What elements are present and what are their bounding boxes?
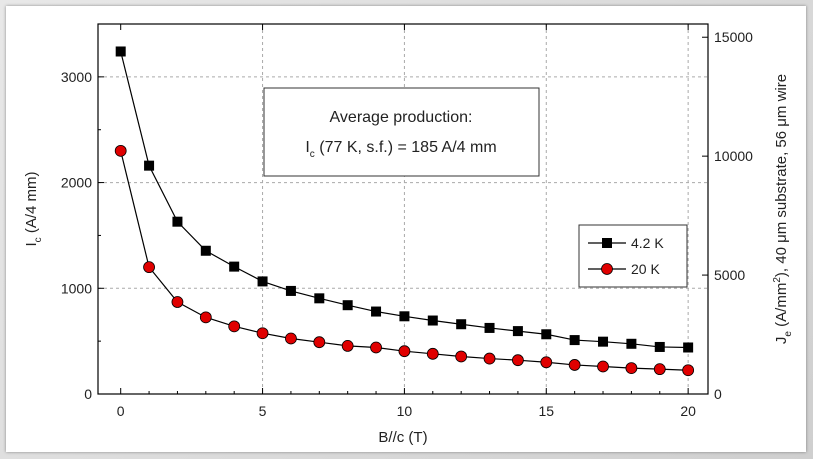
y-tick-label: 1000 (61, 280, 92, 296)
data-point-square (456, 319, 467, 330)
data-point-square (371, 306, 382, 317)
data-point-square (144, 160, 155, 171)
y2-tick-label: 15000 (714, 29, 753, 45)
data-point-square (484, 322, 495, 333)
chart-panel: 0 5 10 15 20 0 1000 2000 3000 0 5000 10000 15000 B//… (6, 6, 806, 452)
data-point-square (683, 342, 694, 353)
legend-marker-square (602, 238, 612, 248)
data-point-square (512, 326, 523, 337)
data-point-circle (455, 350, 468, 363)
legend-label-2: 20 K (631, 261, 660, 277)
data-point-circle (597, 360, 609, 373)
x-tick-label: 10 (397, 403, 413, 419)
data-point-circle (114, 144, 127, 157)
data-point-circle (199, 311, 212, 324)
x-tick-label: 5 (259, 403, 267, 419)
y2-tick-label: 0 (714, 386, 722, 402)
legend-marker-circle (601, 263, 613, 275)
axes (97, 23, 709, 395)
x-axis-title: B//c (T) (378, 429, 427, 446)
data-point-square (654, 341, 665, 352)
data-point-square (626, 338, 637, 349)
data-point-square (598, 336, 609, 347)
data-point-circle (370, 341, 382, 354)
y-tick-label: 2000 (61, 175, 92, 191)
y2-tick-label: 10000 (714, 148, 753, 164)
data-point-circle (143, 261, 155, 274)
data-point-circle (228, 320, 241, 333)
data-point-circle (313, 336, 326, 349)
annotation-box: Average production: Ic (77 K, s.f.) = 18… (263, 87, 540, 177)
data-point-square (172, 216, 183, 227)
x-tick-label: 20 (680, 403, 696, 419)
data-point-square (569, 335, 580, 346)
y-tick-label: 3000 (61, 69, 92, 85)
axes-frame (97, 23, 709, 395)
data-point-circle (512, 354, 524, 367)
data-point-square (285, 285, 296, 296)
data-point-circle (653, 363, 666, 376)
y2-axis-title: Je (A/mm2), 40 μm substrate, 56 μm wire (772, 74, 794, 344)
data-point-circle (540, 356, 553, 369)
legend: 4.2 K 20 K (578, 224, 688, 288)
chart: 0 5 10 15 20 0 1000 2000 3000 0 5000 10000 15000 B//… (23, 23, 794, 446)
data-point-circle (171, 296, 184, 308)
x-tick-label: 0 (117, 403, 125, 419)
data-point-square (541, 329, 552, 340)
data-point-circle (341, 339, 354, 352)
data-point-circle (568, 359, 581, 371)
data-point-circle (483, 352, 496, 365)
data-point-square (314, 293, 325, 304)
y2-tick-label: 5000 (714, 267, 745, 283)
data-point-circle (398, 345, 411, 358)
data-point-square (257, 276, 268, 287)
x-tick-label: 15 (538, 403, 554, 419)
data-point-square (399, 311, 410, 322)
data-point-circle (625, 362, 638, 375)
y-tick-label: 0 (84, 386, 92, 402)
y-axis-title: Ic (A/4 mm) (23, 171, 44, 246)
data-point-circle (682, 364, 695, 377)
plot-area (98, 24, 708, 394)
data-point-square (229, 261, 240, 272)
legend-frame (578, 224, 688, 288)
annotation-line-1: Average production: (330, 109, 473, 126)
annotation-line-2: Ic (77 K, s.f.) = 185 A/4 mm (305, 139, 496, 160)
data-point-square (342, 300, 353, 311)
tick-labels: 0 5 10 15 20 0 1000 2000 3000 0 5000 10000 15000 (61, 29, 753, 419)
data-point-circle (285, 332, 297, 345)
data-point-circle (256, 327, 269, 340)
legend-label-1: 4.2 K (631, 235, 664, 251)
data-point-circle (426, 347, 439, 360)
data-point-square (115, 46, 126, 57)
data-point-square (427, 315, 438, 326)
annotation-frame (263, 87, 540, 177)
data-point-square (200, 245, 211, 256)
series-layer (114, 46, 695, 377)
